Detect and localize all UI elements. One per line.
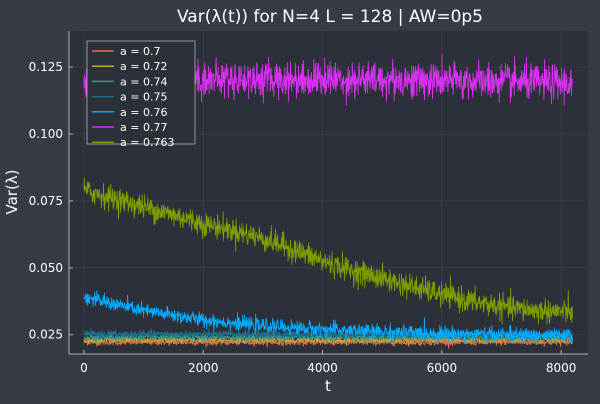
x-axis-label: t bbox=[325, 377, 331, 395]
x-tick-label: 8000 bbox=[546, 361, 577, 375]
legend-label: a = 0.75 bbox=[120, 91, 167, 104]
y-tick-label: 0.075 bbox=[29, 194, 63, 208]
legend-label: a = 0.7 bbox=[120, 45, 160, 58]
y-tick-label: 0.050 bbox=[29, 261, 63, 275]
y-tick-label: 0.100 bbox=[29, 127, 63, 141]
y-tick-label: 0.025 bbox=[29, 328, 63, 342]
y-axis-label: Var(λ) bbox=[3, 169, 21, 214]
legend-label: a = 0.74 bbox=[120, 75, 167, 88]
axes bbox=[68, 31, 588, 355]
legend-label: a = 0.77 bbox=[120, 121, 167, 134]
x-tick-label: 2000 bbox=[188, 361, 219, 375]
legend-label: a = 0.763 bbox=[120, 136, 174, 149]
legend-label: a = 0.76 bbox=[120, 106, 167, 119]
series-line-6 bbox=[83, 177, 573, 325]
x-tick-label: 4000 bbox=[307, 361, 338, 375]
legend-label: a = 0.72 bbox=[120, 60, 167, 73]
tick-labels: 0 2000 4000 6000 8000 0.025 0.050 0.075 0.100 0.1… bbox=[29, 60, 577, 375]
x-tick-label: 6000 bbox=[427, 361, 458, 375]
legend: a = 0.7 a = 0.72 a = 0.74 a = 0.75 a = 0.76 a… bbox=[86, 40, 196, 149]
y-tick-label: 0.125 bbox=[29, 60, 63, 74]
series-line-4 bbox=[83, 290, 573, 345]
x-tick-label: 0 bbox=[80, 361, 88, 375]
chart-title: Var(λ(t)) for N=4 L = 128 | AW=0p5 bbox=[177, 7, 483, 27]
